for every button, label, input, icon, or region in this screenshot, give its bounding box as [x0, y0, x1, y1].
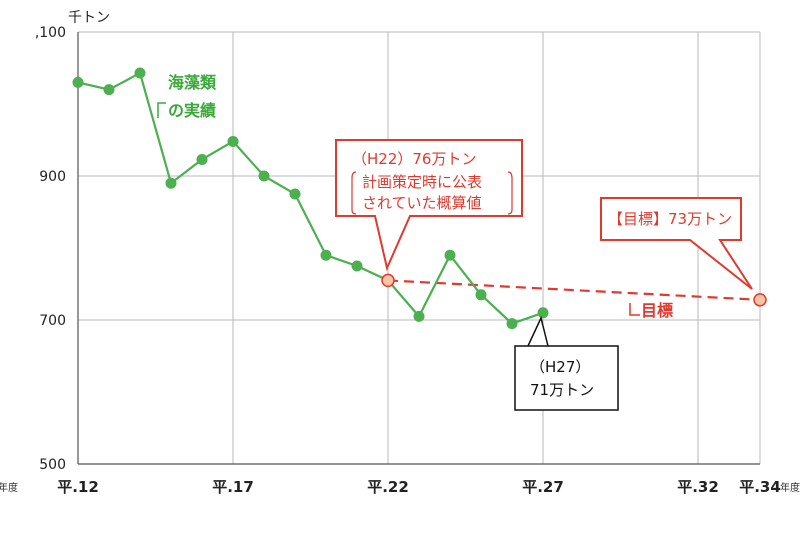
x-tick-label: 平.12: [57, 478, 99, 496]
actual-data-point: [475, 289, 487, 301]
h22-callout-box: [335, 139, 523, 272]
target-point: [753, 293, 767, 307]
actual-data-point: [537, 307, 549, 319]
x-unit-label-right: 年度: [780, 481, 800, 494]
h22-callout-line2: 計画策定時に公表: [362, 173, 482, 191]
h27-callout-line2: 71万トン: [530, 381, 594, 399]
y-tick-label: 700: [39, 313, 66, 329]
actual-data-point: [413, 310, 425, 322]
actual-data-point: [506, 318, 518, 330]
target-callout-text: 【目標】73万トン: [608, 210, 732, 228]
h27-callout-box: [514, 315, 619, 411]
h27-callout-line1: （H27）: [530, 358, 590, 376]
actual-data-point: [444, 249, 456, 261]
y-tick-label: ,100: [35, 25, 66, 41]
x-tick-label: 平.32: [677, 478, 719, 496]
actual-data-point: [289, 188, 301, 200]
series-label-line1: 海藻類: [168, 73, 217, 92]
actual-data-point: [72, 76, 84, 88]
y-tick-label: 900: [39, 169, 66, 185]
actual-data-point: [258, 170, 270, 182]
y-tick-labels: ,100 900 700 500: [35, 25, 66, 473]
target-point: [381, 273, 395, 288]
h22-callout-line3: されていた概算値: [362, 194, 482, 212]
actual-data-point: [351, 260, 363, 272]
x-tick-labels: 平.12 平.17 平.22 平.27 平.32 平.34: [57, 478, 781, 496]
y-tick-label: 500: [39, 457, 66, 473]
target-label-bracket: [629, 303, 640, 316]
h22-left-paren: [351, 171, 357, 215]
x-tick-label: 平.34: [739, 478, 781, 496]
y-unit-label: 千トン: [68, 10, 110, 26]
actual-data-point: [134, 67, 146, 79]
actual-data-point: [103, 84, 115, 96]
grid: [78, 31, 761, 464]
target-line: [387, 279, 761, 301]
actual-series-line: [77, 71, 544, 325]
actual-data-point: [227, 135, 239, 147]
target-line-label: 目標: [641, 301, 673, 320]
axes: [77, 32, 760, 465]
x-tick-label: 平.22: [367, 478, 409, 496]
actual-data-point: [165, 177, 177, 189]
target-callout-box: [600, 197, 753, 290]
h22-callout-line1: （H22）76万トン: [352, 150, 476, 168]
series-label-bracket: [157, 102, 166, 118]
series-layer: [72, 67, 767, 330]
x-unit-label-left: 年度: [0, 481, 18, 494]
series-label-line2: の実績: [168, 101, 216, 120]
h22-right-paren: [507, 171, 513, 215]
actual-data-point: [320, 249, 332, 261]
x-tick-label: 平.17: [212, 478, 254, 496]
actual-data-point: [196, 153, 208, 165]
x-tick-label: 平.27: [522, 478, 564, 496]
